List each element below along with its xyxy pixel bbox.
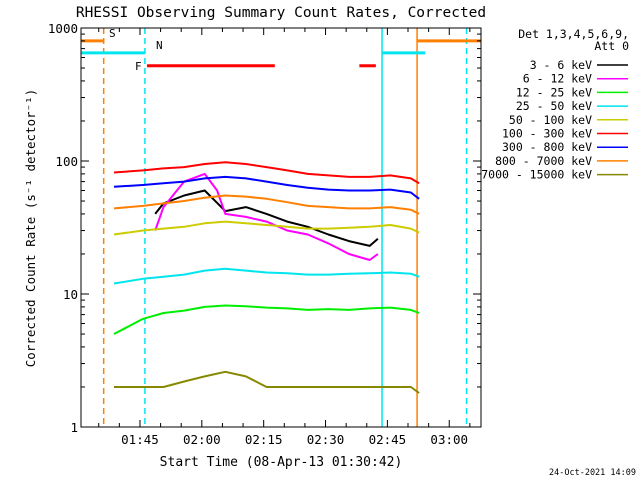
series-line-6 — [113, 161, 420, 185]
y-tick-label: 1 — [70, 420, 78, 435]
legend-label-1: 3 - 6 keV — [530, 58, 592, 72]
legend-label-6: 100 - 300 keV — [502, 127, 592, 141]
legend-label-8: 800 - 7000 keV — [495, 154, 592, 168]
x-tick-label: 02:45 — [369, 432, 407, 447]
status-label-s: S — [109, 27, 116, 40]
legend-label-4: 25 - 50 keV — [516, 99, 592, 113]
y-axis: 1 10 100 1000 — [48, 21, 481, 435]
x-axis: 01:45 02:00 02:15 02:30 02:45 03:00 — [98, 28, 471, 447]
chart-title: RHESSI Observing Summary Count Rates, Co… — [76, 5, 486, 21]
legend-header-line-1: Det 1,3,4,5,6,9, — [518, 27, 629, 41]
series-line-2 — [154, 172, 379, 261]
series-line-3 — [113, 304, 420, 335]
series-line-5 — [113, 220, 420, 236]
legend-label-3: 12 - 25 keV — [516, 85, 592, 99]
y-tick-label: 100 — [55, 154, 78, 169]
x-axis-label: Start Time (08-Apr-13 01:30:42) — [160, 455, 403, 470]
legend-label-9: 7000 - 15000 keV — [481, 168, 592, 182]
series-line-1 — [154, 189, 379, 247]
legend-label-5: 50 - 100 keV — [509, 113, 592, 127]
x-tick-label: 02:00 — [183, 432, 221, 447]
series-line-9 — [114, 370, 420, 394]
x-tick-label: 01:45 — [121, 432, 159, 447]
plot-frame — [80, 27, 482, 428]
y-tick-label: 10 — [63, 287, 78, 302]
y-axis-label: Corrected Count Rate (s⁻¹ detector⁻¹) — [23, 89, 38, 367]
legend-label-2: 6 - 12 keV — [523, 72, 592, 86]
status-label-n: N — [156, 39, 163, 52]
plot-content: S N F — [81, 27, 481, 427]
series-line-7 — [113, 175, 420, 200]
series-line-8 — [113, 194, 420, 215]
y-tick-label: 1000 — [48, 21, 78, 36]
timestamp: 24-Oct-2021 14:09 — [549, 468, 636, 478]
series-line-4 — [113, 267, 420, 285]
legend-header-line-2: Att 0 — [594, 39, 629, 53]
status-label-f: F — [135, 60, 142, 73]
x-tick-label: 03:00 — [430, 432, 468, 447]
legend-label-7: 300 - 800 keV — [502, 140, 592, 154]
x-tick-label: 02:30 — [307, 432, 345, 447]
x-tick-label: 02:15 — [245, 432, 283, 447]
